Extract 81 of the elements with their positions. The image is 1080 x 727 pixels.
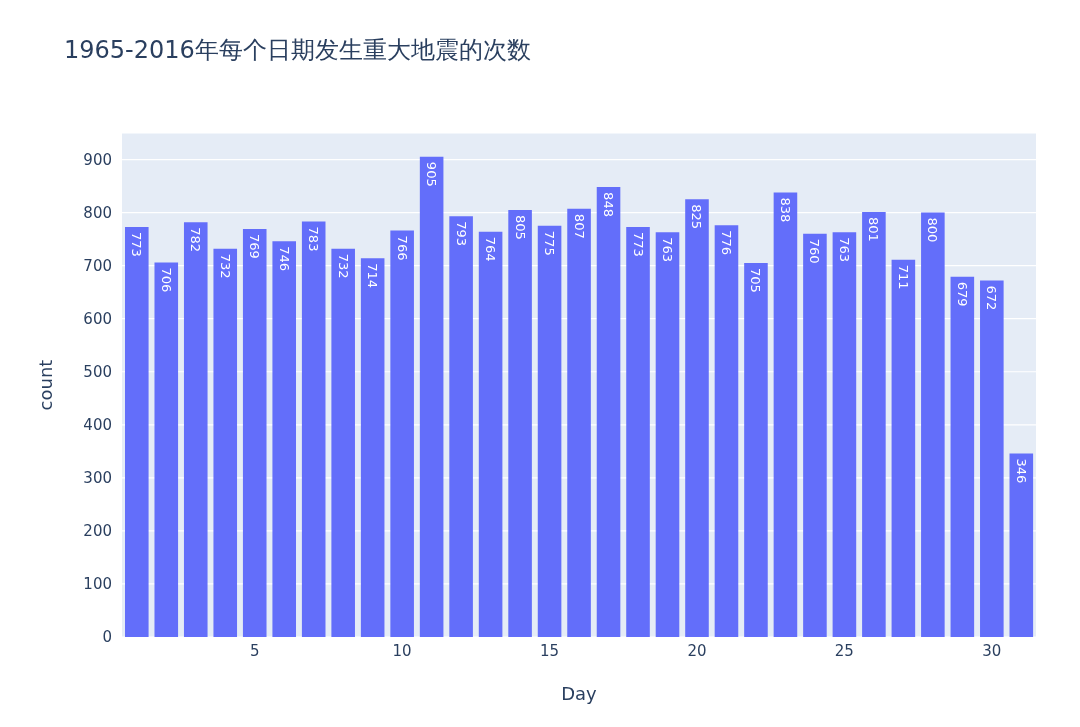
data-label: 760 xyxy=(807,238,823,264)
bar xyxy=(449,216,473,637)
y-tick-label: 700 xyxy=(83,256,112,275)
bar xyxy=(125,226,149,637)
data-label: 711 xyxy=(895,264,911,290)
bar xyxy=(862,212,886,637)
data-label: 807 xyxy=(571,213,587,239)
x-tick-label: 30 xyxy=(982,641,1002,660)
bar xyxy=(803,233,827,637)
bar xyxy=(272,241,297,637)
y-tick-label: 600 xyxy=(83,310,112,329)
data-label: 805 xyxy=(512,214,528,240)
data-label: 769 xyxy=(247,234,263,259)
data-label: 763 xyxy=(836,237,852,263)
x-tick-label: 25 xyxy=(834,641,854,660)
y-axis-title: count xyxy=(34,359,56,411)
y-tick-label: 400 xyxy=(83,416,112,435)
bar xyxy=(921,212,945,637)
data-label: 714 xyxy=(365,263,381,289)
bar xyxy=(655,232,680,637)
y-tick-label: 900 xyxy=(83,150,112,169)
x-tick-label: 20 xyxy=(687,641,707,660)
bar xyxy=(537,225,562,637)
y-tick-label: 300 xyxy=(83,469,112,488)
y-tick-label: 800 xyxy=(83,203,112,222)
bar xyxy=(626,226,650,637)
data-label: 775 xyxy=(542,230,558,256)
y-tick-label: 0 xyxy=(102,628,112,647)
bar xyxy=(596,187,621,637)
bar xyxy=(478,231,503,637)
data-label: 905 xyxy=(424,161,440,187)
data-label: 773 xyxy=(129,231,145,257)
bar xyxy=(390,230,414,637)
data-label: 346 xyxy=(1013,458,1029,484)
data-label: 838 xyxy=(777,197,793,223)
bar xyxy=(508,209,532,637)
bar xyxy=(301,221,326,637)
data-label: 800 xyxy=(925,217,941,243)
data-label: 825 xyxy=(689,204,705,230)
bar xyxy=(360,258,385,637)
x-tick-label: 15 xyxy=(539,641,560,660)
bar xyxy=(242,229,267,637)
data-label: 773 xyxy=(630,231,646,257)
chart-title: 1965-2016年每个日期发生重大地震的次数 xyxy=(64,35,531,66)
bar xyxy=(183,222,208,637)
bar xyxy=(714,225,739,637)
bar xyxy=(1009,453,1034,637)
bar xyxy=(773,192,798,637)
data-label: 763 xyxy=(660,237,675,263)
data-label: 672 xyxy=(984,285,1000,311)
bar xyxy=(832,232,857,637)
data-label: 776 xyxy=(718,230,734,256)
y-tick-label: 500 xyxy=(83,363,112,382)
bar xyxy=(331,248,355,637)
data-label: 766 xyxy=(394,235,410,261)
data-label: 764 xyxy=(483,236,499,262)
bar xyxy=(213,248,238,637)
y-tick-label: 200 xyxy=(83,522,112,541)
bar xyxy=(419,156,444,637)
y-tick-label: 100 xyxy=(83,575,112,594)
x-tick-label: 10 xyxy=(392,641,412,660)
x-tick-label: 5 xyxy=(249,641,260,660)
data-label: 793 xyxy=(453,221,469,247)
bar xyxy=(567,208,591,637)
data-label: 705 xyxy=(748,267,764,293)
bar xyxy=(980,280,1004,637)
data-label: 848 xyxy=(601,192,617,217)
bar xyxy=(685,199,709,637)
data-label: 783 xyxy=(306,226,322,252)
data-label: 782 xyxy=(188,227,204,252)
x-axis-title: Day xyxy=(561,682,597,704)
data-label: 706 xyxy=(158,267,174,293)
bar xyxy=(891,259,916,637)
bar xyxy=(744,262,768,637)
data-label: 732 xyxy=(217,253,233,279)
bar xyxy=(950,276,975,637)
data-label: 746 xyxy=(276,246,292,272)
data-label: 679 xyxy=(954,281,970,307)
data-label: 801 xyxy=(866,217,882,242)
bar xyxy=(154,262,179,637)
data-label: 732 xyxy=(335,253,351,279)
